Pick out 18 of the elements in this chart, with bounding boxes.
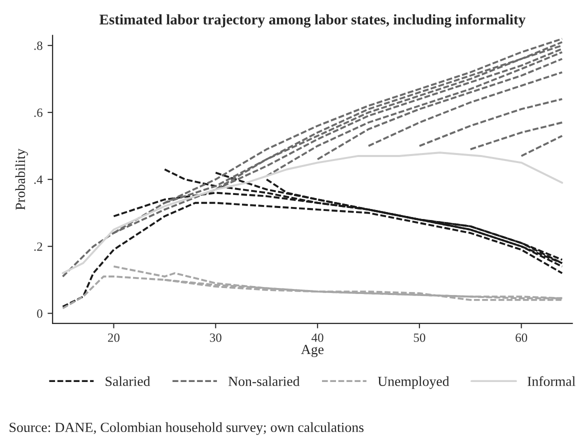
y-axis-title: Probability bbox=[15, 148, 28, 210]
legend-label: Unemployed bbox=[378, 376, 450, 389]
x-tick-label: 40 bbox=[312, 333, 324, 342]
y-tick-label: .6 bbox=[34, 108, 42, 117]
y-tick-label: .8 bbox=[34, 42, 42, 50]
y-tick-label: 0 bbox=[37, 309, 42, 318]
legend-label: Non-salaried bbox=[228, 376, 300, 386]
x-tick-label: 60 bbox=[516, 333, 528, 342]
legend-label: Salaried bbox=[106, 376, 150, 386]
source-note: Source: DANE, Colombian household survey; own calculations bbox=[10, 422, 364, 435]
x-tick-label: 50 bbox=[414, 333, 426, 342]
y-tick-label: .2 bbox=[34, 242, 42, 251]
chart-title: Estimated labor trajectory among labor states, including informality bbox=[99, 14, 526, 28]
x-tick-label: 30 bbox=[210, 333, 222, 342]
x-axis-title: Age bbox=[301, 344, 324, 358]
legend-label: Informal bbox=[528, 376, 576, 386]
x-tick-label: 20 bbox=[108, 333, 120, 342]
y-tick-label: .4 bbox=[34, 176, 43, 184]
